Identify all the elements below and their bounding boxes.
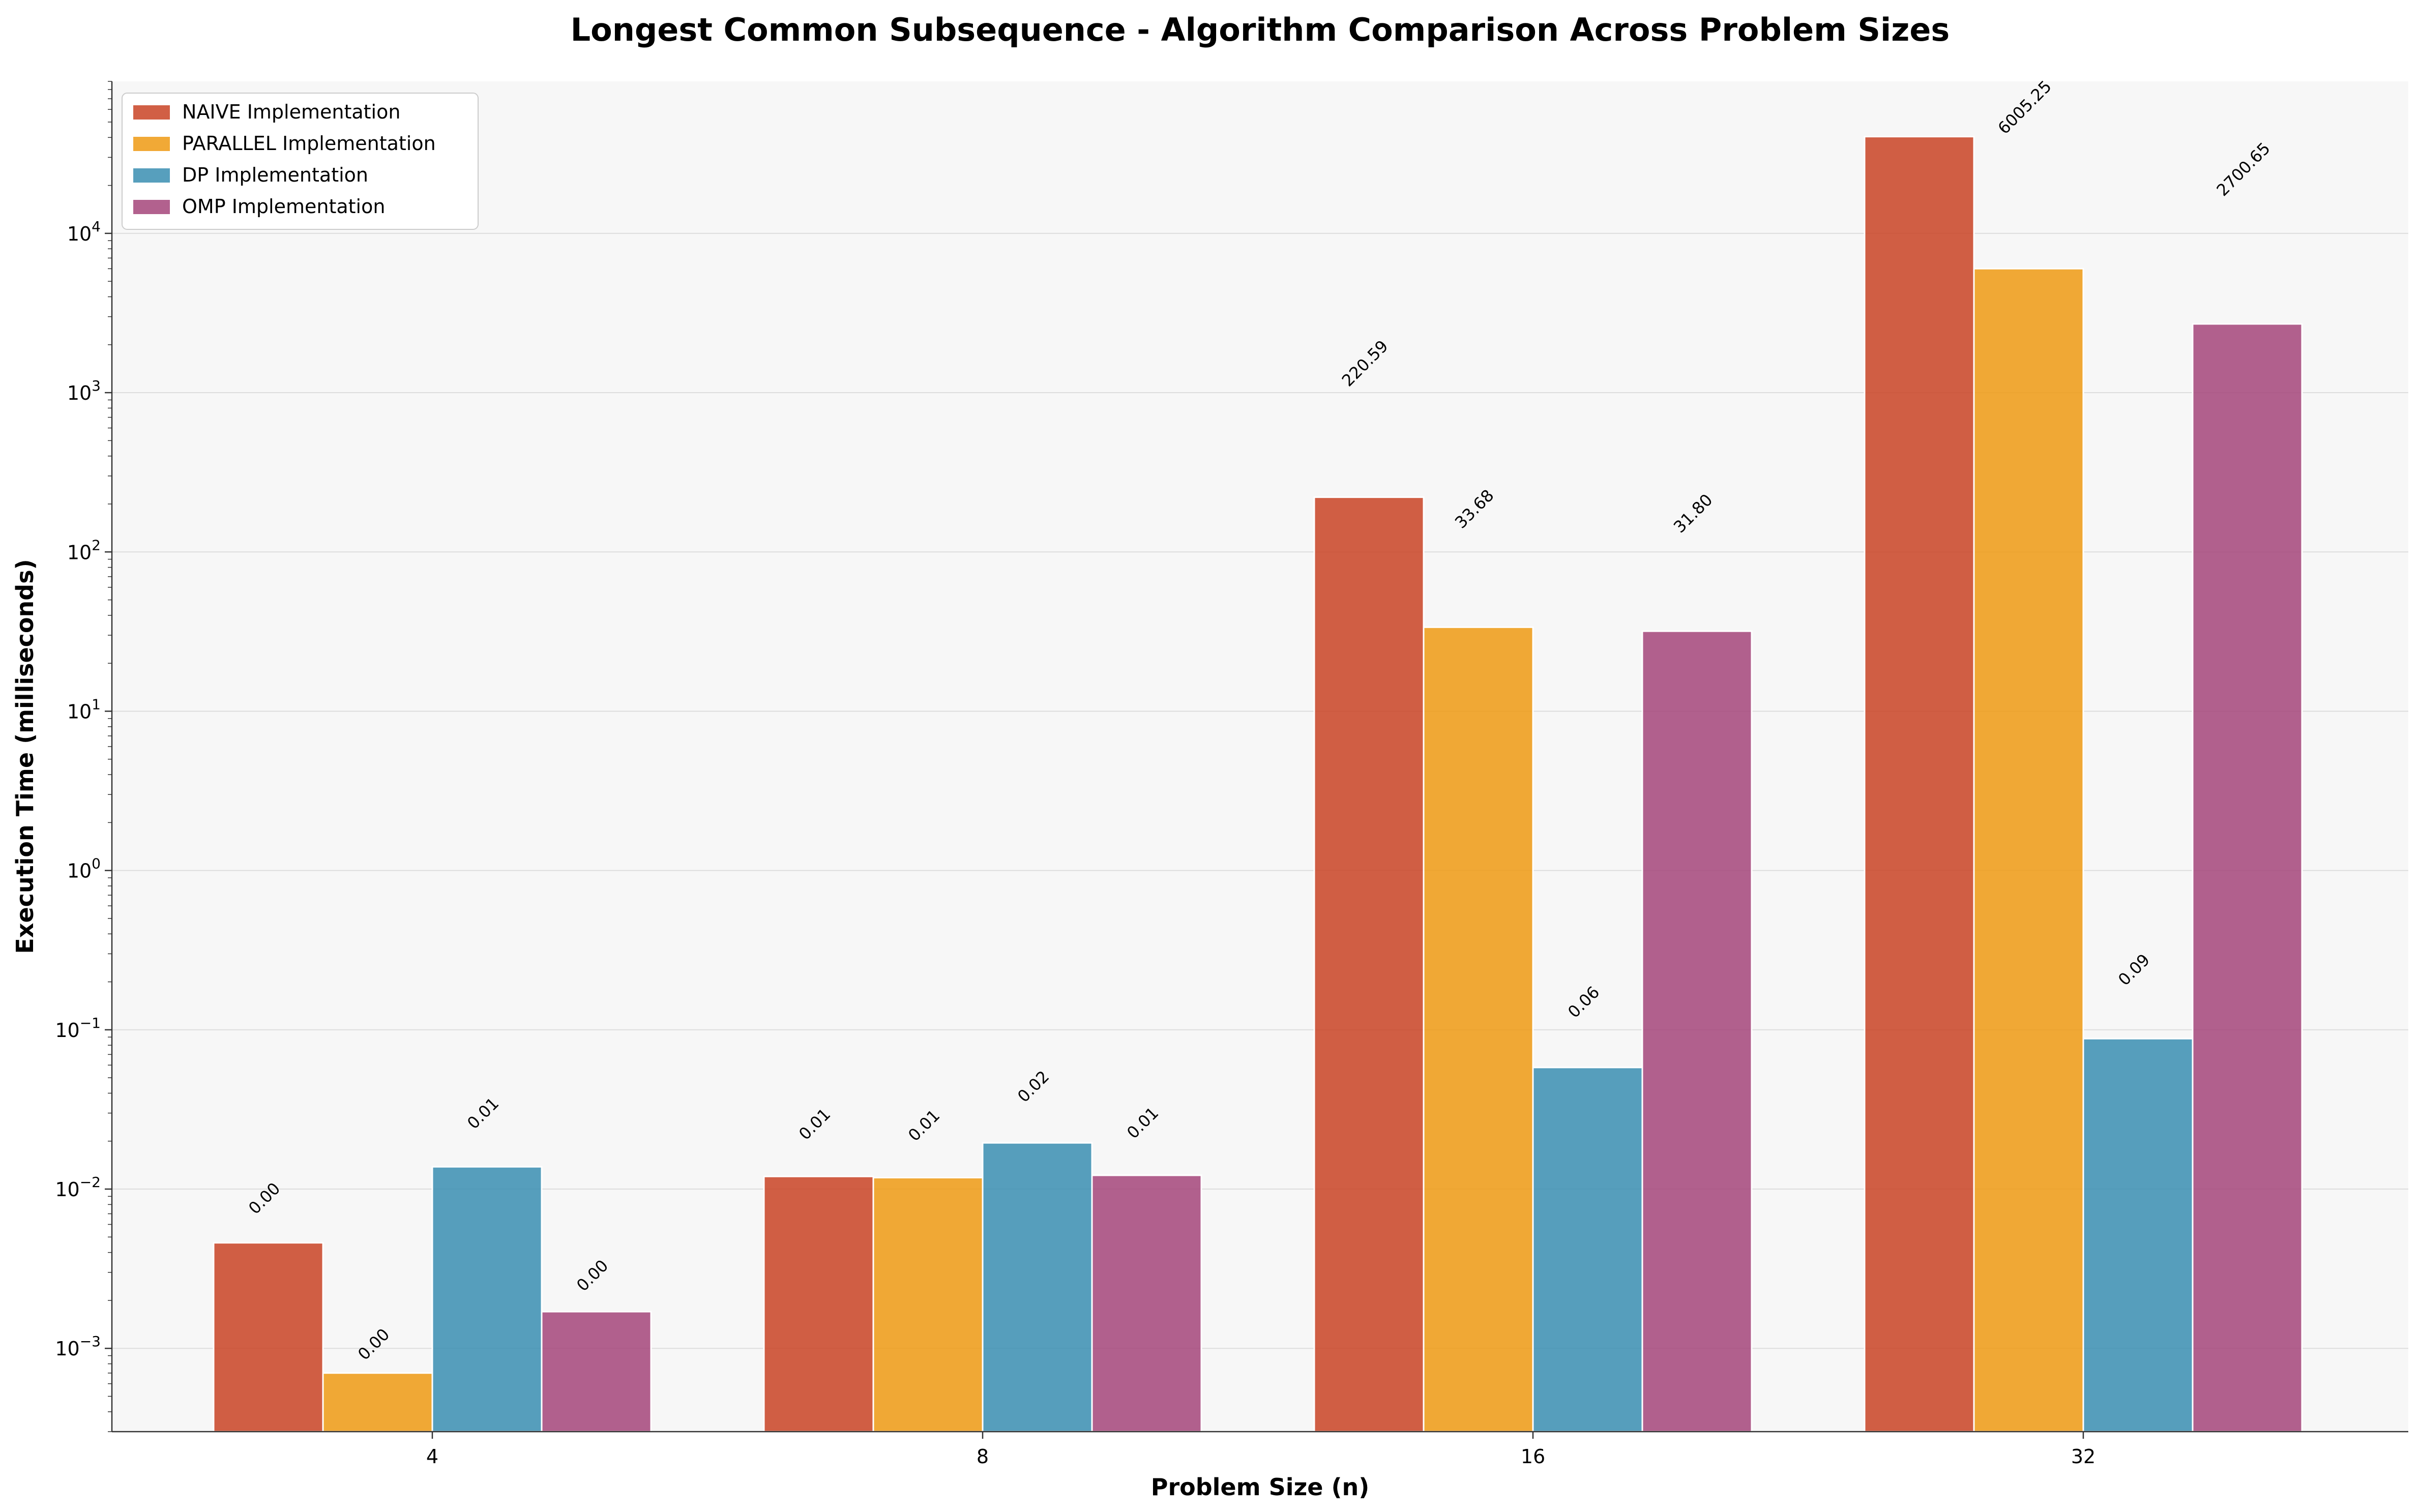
bar (1423, 626, 1534, 1433)
bar (2082, 1037, 2194, 1433)
x-axis-label: Problem Size (n) (1151, 1473, 1370, 1501)
y-tick-label: 10−1 (55, 1015, 101, 1042)
bar (1641, 630, 1753, 1433)
x-tick-label: 32 (2071, 1445, 2095, 1468)
x-tick-label: 16 (1521, 1445, 1545, 1468)
bar (431, 1166, 543, 1433)
bar (872, 1177, 984, 1433)
bar (1864, 136, 1975, 1433)
legend-swatch (133, 168, 170, 183)
y-tick-label: 10−3 (55, 1333, 101, 1360)
legend-swatch (133, 105, 170, 120)
x-tick-label: 8 (977, 1445, 989, 1468)
legend-entry: DP Implementation (182, 164, 368, 186)
legend-entry: NAIVE Implementation (182, 101, 400, 123)
bar (213, 1242, 324, 1433)
x-tick-label: 4 (426, 1445, 438, 1468)
legend-entry: PARALLEL Implementation (182, 132, 436, 155)
bar (982, 1142, 1093, 1433)
y-axis-label: Execution Time (milliseconds) (11, 559, 39, 954)
legend-box (122, 93, 479, 230)
bar (1973, 268, 2084, 1433)
bar (1313, 496, 1425, 1433)
y-tick-label: 101 (67, 696, 101, 723)
legend-swatch (133, 200, 170, 214)
chart-title: Longest Common Subsequence - Algorithm C… (571, 11, 1950, 48)
bar (763, 1175, 874, 1433)
bars (213, 136, 2303, 1433)
y-tick-label: 10−2 (55, 1174, 101, 1201)
legend-swatch (133, 137, 170, 151)
legend: NAIVE Implementation PARALLEL Implementat… (122, 93, 479, 230)
y-tick-label: 100 (67, 855, 101, 882)
bar (1532, 1066, 1643, 1433)
y-tick-label: 104 (67, 218, 101, 245)
bar (2192, 323, 2303, 1433)
bar (541, 1311, 652, 1433)
axes: 10−3 10−2 10−1 100 101 102 103 104 4 8 16 32 (55, 81, 2408, 1468)
y-tick-label: 103 (67, 377, 101, 404)
bar (1091, 1174, 1202, 1433)
bar (322, 1372, 433, 1433)
y-tick-label: 102 (67, 537, 101, 564)
legend-entry: OMP Implementation (182, 195, 385, 218)
